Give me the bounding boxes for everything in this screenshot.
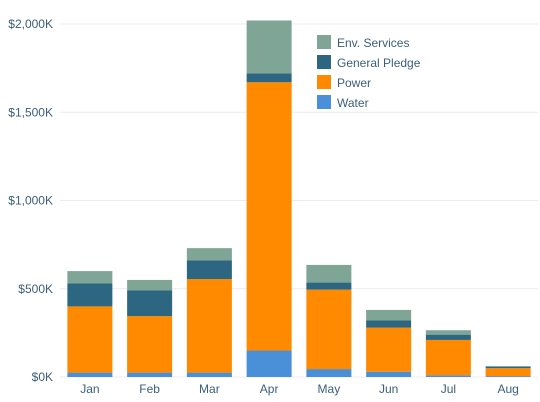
x-tick-label: Jul [441,382,456,396]
x-axis: Jan Feb Mar Apr May Jun Jul Aug [80,382,519,396]
legend-swatch [317,95,331,109]
bar-segment-general-pledge-jul [425,334,471,340]
bar-segment-general-pledge-jan [67,283,113,307]
bar-stack-mar [186,248,232,377]
y-tick-label: $1,500K [8,105,53,119]
bar-segment-water-feb [127,372,173,377]
legend-label: Env. Services [337,36,409,50]
y-axis: $0K $500K $1,000K $1,500K $2,000K [8,17,53,384]
bar-segment-power-feb [127,316,173,373]
bar-segment-general-pledge-jun [366,320,412,328]
bar-segment-env-services-jun [366,309,412,321]
bar-segment-env-services-jul [425,330,471,335]
x-tick-label: Mar [199,382,220,396]
bar-segment-power-may [306,289,352,370]
bar-stack-jan [67,271,113,377]
legend-swatch [317,75,331,89]
bar-stack-apr [246,20,292,377]
bar-stack-jun [366,309,412,377]
bar-segment-water-jun [366,371,412,377]
x-tick-label: Feb [139,382,160,396]
legend-label: General Pledge [337,56,421,70]
bar-segment-power-jun [366,327,412,372]
bar-segment-power-jan [67,306,113,373]
bar-stack-may [306,264,352,377]
legend: Env. Services General Pledge Power Water [317,35,421,110]
bar-segment-power-jul [425,339,471,376]
bar-stack-jul [425,330,471,377]
bar-segment-env-services-feb [127,279,173,291]
legend-item: Power [317,75,371,90]
legend-item: General Pledge [317,55,421,70]
bar-segment-general-pledge-aug [485,366,531,369]
legend-label: Power [337,76,371,90]
bar-segment-water-mar [186,372,232,377]
bar-segment-water-jul [425,375,471,377]
legend-item: Water [317,95,369,110]
x-tick-label: Jan [80,382,99,396]
bar-stack-feb [127,279,173,377]
bar-segment-general-pledge-mar [186,260,232,280]
bar-segment-water-aug [485,376,531,377]
y-tick-label: $500K [18,282,53,296]
legend-item: Env. Services [317,35,409,50]
legend-label: Water [337,96,369,110]
y-tick-label: $0K [32,370,53,384]
bar-segment-env-services-mar [186,248,232,261]
bar-segment-general-pledge-apr [246,73,292,83]
y-tick-label: $2,000K [8,17,53,31]
legend-swatch [317,55,331,69]
bar-segment-water-may [306,369,352,377]
bar-segment-power-mar [186,279,232,373]
bar-segment-general-pledge-feb [127,290,173,317]
x-tick-label: May [318,382,341,396]
x-tick-label: Aug [497,382,518,396]
bar-segment-env-services-jan [67,271,113,284]
x-tick-label: Apr [260,382,279,396]
bar-segment-power-aug [485,368,531,377]
bars [67,20,531,377]
y-tick-label: $1,000K [8,194,53,208]
bar-stack-aug [485,366,531,377]
legend-swatch [317,35,331,49]
bar-segment-water-jan [67,372,113,377]
bar-segment-general-pledge-may [306,282,352,290]
bar-segment-power-apr [246,82,292,351]
bar-segment-env-services-apr [246,20,292,74]
x-tick-label: Jun [379,382,398,396]
bar-segment-water-apr [246,350,292,377]
bar-segment-env-services-may [306,264,352,283]
